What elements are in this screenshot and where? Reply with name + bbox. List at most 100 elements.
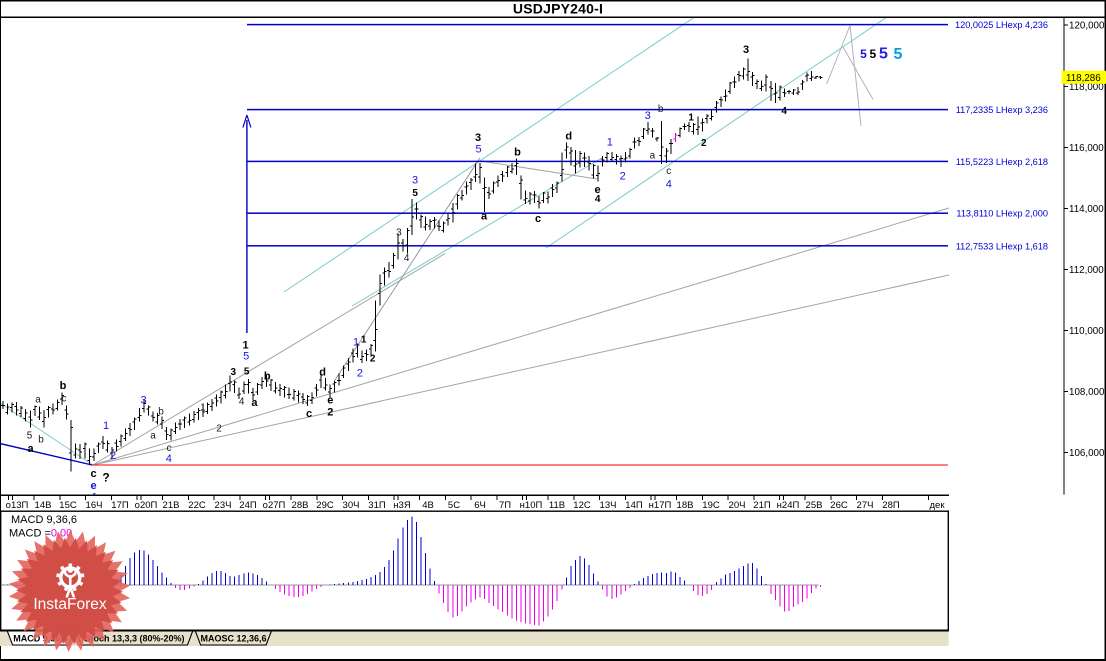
svg-text:115,5223 LHexp 2,618: 115,5223 LHexp 2,618 xyxy=(956,157,1048,167)
svg-text:2: 2 xyxy=(110,450,116,462)
svg-text:3: 3 xyxy=(140,395,146,407)
svg-text:117,2335 LHexp 3,236: 117,2335 LHexp 3,236 xyxy=(956,105,1048,115)
svg-text:110,000: 110,000 xyxy=(1069,326,1104,337)
svg-text:24П: 24П xyxy=(239,500,257,511)
svg-text:28П: 28П xyxy=(882,500,900,511)
svg-text:c: c xyxy=(306,408,312,420)
svg-text:InstaForex: InstaForex xyxy=(33,596,106,613)
svg-text:5: 5 xyxy=(244,367,250,378)
svg-text:MACD 9,36,6: MACD 9,36,6 xyxy=(11,514,77,526)
svg-text:118,286: 118,286 xyxy=(1066,73,1101,84)
svg-text:1: 1 xyxy=(103,420,109,432)
svg-text:7П: 7П xyxy=(499,500,511,511)
svg-text:29С: 29С xyxy=(316,500,334,511)
svg-text:e: e xyxy=(327,394,333,406)
svg-text:19С: 19С xyxy=(702,500,720,511)
svg-text:118,000: 118,000 xyxy=(1069,82,1104,93)
svg-text:21П: 21П xyxy=(753,500,771,511)
svg-text:н10П: н10П xyxy=(520,500,543,511)
svg-text:3: 3 xyxy=(475,132,481,144)
svg-text:о27П: о27П xyxy=(263,500,286,511)
svg-text:28В: 28В xyxy=(292,500,309,511)
svg-text:22С: 22С xyxy=(188,500,206,511)
svg-text:106,000: 106,000 xyxy=(1069,448,1105,459)
svg-text:30Ч: 30Ч xyxy=(343,500,360,511)
svg-text:11В: 11В xyxy=(549,500,565,511)
svg-text:112,000: 112,000 xyxy=(1069,265,1104,276)
svg-text:MAOSC 12,36,6: MAOSC 12,36,6 xyxy=(200,634,266,644)
svg-text:18В: 18В xyxy=(677,500,694,511)
svg-text:15С: 15С xyxy=(59,500,77,511)
svg-text:b: b xyxy=(514,147,521,159)
svg-text:13Ч: 13Ч xyxy=(600,500,617,511)
svg-text:16Ч: 16Ч xyxy=(86,500,103,511)
svg-text:c: c xyxy=(535,213,541,225)
svg-text:1: 1 xyxy=(688,113,694,124)
svg-text:4: 4 xyxy=(595,194,601,205)
svg-text:4: 4 xyxy=(666,178,672,190)
svg-text:112,7533 LHexp 1,618: 112,7533 LHexp 1,618 xyxy=(956,241,1048,251)
svg-text:1: 1 xyxy=(242,340,248,352)
svg-text:н3Я: н3Я xyxy=(393,500,411,511)
svg-text:5: 5 xyxy=(243,351,249,363)
svg-text:17П: 17П xyxy=(111,500,129,511)
svg-text:3: 3 xyxy=(645,110,651,122)
svg-text:5: 5 xyxy=(869,47,876,61)
svg-text:5: 5 xyxy=(475,144,481,156)
svg-text:5: 5 xyxy=(27,431,33,442)
svg-text:b: b xyxy=(38,435,44,446)
svg-text:?: ? xyxy=(102,470,109,484)
svg-text:a: a xyxy=(35,395,41,406)
svg-text:3: 3 xyxy=(743,44,749,56)
svg-text:14В: 14В xyxy=(35,500,52,511)
svg-text:c: c xyxy=(167,443,172,454)
svg-text:5: 5 xyxy=(412,188,418,199)
svg-text:н24П: н24П xyxy=(777,500,800,511)
svg-text:н17П: н17П xyxy=(649,500,672,511)
svg-text:a: a xyxy=(150,431,156,442)
svg-text:a: a xyxy=(251,397,258,409)
svg-text:c: c xyxy=(90,468,96,480)
svg-text:c: c xyxy=(62,394,67,405)
svg-text:2: 2 xyxy=(701,138,707,149)
svg-text:1: 1 xyxy=(353,337,359,349)
svg-text:4: 4 xyxy=(91,492,97,503)
svg-text:108,000: 108,000 xyxy=(1069,387,1105,398)
svg-text:31П: 31П xyxy=(368,500,386,511)
svg-text:о20П: о20П xyxy=(135,500,158,511)
svg-text:5: 5 xyxy=(894,46,903,63)
svg-text:114,000: 114,000 xyxy=(1069,204,1104,215)
svg-text:b: b xyxy=(60,380,67,392)
svg-text:116,000: 116,000 xyxy=(1069,143,1104,154)
svg-text:27Ч: 27Ч xyxy=(857,500,874,511)
svg-text:4: 4 xyxy=(239,397,245,408)
svg-text:d: d xyxy=(319,367,326,379)
svg-text:5С: 5С xyxy=(448,500,460,511)
svg-text:4: 4 xyxy=(166,453,172,465)
svg-text:3: 3 xyxy=(396,228,402,239)
svg-text:25В: 25В xyxy=(806,500,823,511)
svg-text:4: 4 xyxy=(781,106,787,117)
svg-text:23Ч: 23Ч xyxy=(215,500,232,511)
svg-text:d: d xyxy=(565,131,572,143)
svg-text:5: 5 xyxy=(860,47,867,61)
svg-text:14П: 14П xyxy=(625,500,643,511)
svg-text:1: 1 xyxy=(200,403,206,414)
svg-text:2: 2 xyxy=(620,171,626,183)
svg-text:MACD 9,36,6: MACD 9,36,6 xyxy=(13,634,68,644)
svg-text:120,000: 120,000 xyxy=(1069,21,1105,32)
svg-text:3: 3 xyxy=(412,174,418,186)
svg-text:e: e xyxy=(595,184,601,196)
svg-text:b: b xyxy=(264,371,271,383)
svg-text:21В: 21В xyxy=(163,500,180,511)
svg-text:a: a xyxy=(481,211,488,223)
svg-text:Stoch 13,3,3 (80%-20%): Stoch 13,3,3 (80%-20%) xyxy=(84,634,184,644)
svg-text:c: c xyxy=(666,166,671,177)
svg-text:MACD =0,00: MACD =0,00 xyxy=(9,528,72,540)
svg-text:6Ч: 6Ч xyxy=(474,500,486,511)
svg-text:20Ч: 20Ч xyxy=(729,500,746,511)
svg-text:1: 1 xyxy=(607,137,613,149)
svg-text:12С: 12С xyxy=(573,500,591,511)
svg-text:4: 4 xyxy=(404,253,410,264)
svg-text:120,0025 LHexp 4,236: 120,0025 LHexp 4,236 xyxy=(955,20,1048,30)
